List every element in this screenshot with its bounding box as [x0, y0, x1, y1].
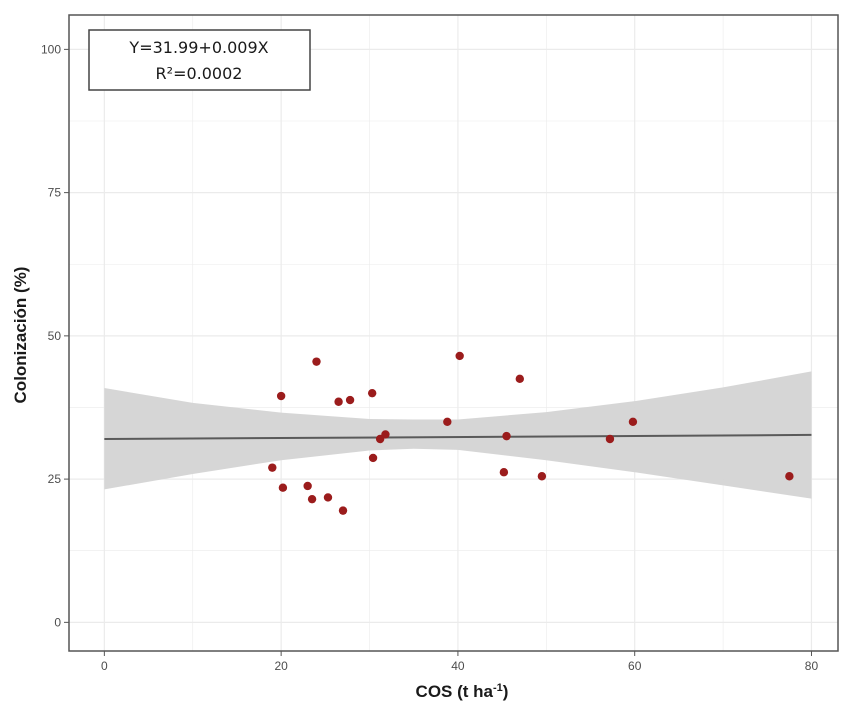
y-tick-label: 50: [48, 329, 62, 343]
data-point: [278, 483, 288, 492]
grid-lines: [69, 15, 838, 651]
data-point: [323, 493, 333, 502]
axis-ticks: 0 20 40 60 80 0 25 50 75 100: [41, 42, 819, 673]
plot-frame: [68, 14, 839, 652]
y-tick-label: 25: [48, 472, 62, 486]
data-point: [268, 463, 277, 472]
data-point: [303, 481, 312, 491]
data-point: [537, 472, 547, 481]
data-point: [605, 434, 615, 444]
x-axis-title-end: ): [503, 682, 509, 701]
confidence-band: [104, 371, 812, 499]
data-point: [499, 468, 509, 477]
data-point: [334, 397, 343, 406]
data-point: [381, 430, 390, 439]
y-axis-title: Colonización (%): [11, 267, 30, 404]
x-tick-label: 40: [451, 659, 465, 673]
data-point: [443, 417, 452, 427]
data-point: [307, 494, 317, 504]
equation-box-border: [88, 29, 311, 91]
regression-equation: Y=31.99+0.009X: [128, 38, 268, 57]
data-point: [785, 472, 794, 481]
x-axis-title: COS (t ha-1): [416, 682, 509, 701]
y-tick-label: 0: [54, 615, 61, 629]
data-point: [345, 395, 355, 405]
data-point: [628, 417, 638, 427]
x-tick-label: 60: [628, 659, 642, 673]
x-tick-label: 80: [805, 659, 819, 673]
data-point: [276, 391, 286, 401]
data-point: [455, 351, 464, 361]
y-tick-label: 100: [41, 42, 61, 56]
regression-line: [104, 433, 812, 441]
x-tick-label: 20: [274, 659, 288, 673]
x-axis-title-main: COS (t ha: [416, 682, 494, 701]
x-axis-title-sup: -1: [493, 682, 503, 694]
data-point: [515, 374, 524, 384]
x-tick-label: 0: [101, 659, 108, 673]
equation-box: Y=31.99+0.009X R²=0.0002: [88, 29, 311, 91]
data-point: [312, 357, 321, 366]
r-squared: R²=0.0002: [156, 64, 243, 83]
data-point: [502, 431, 511, 441]
data-point: [368, 453, 378, 463]
y-tick-label: 75: [48, 186, 62, 200]
data-point: [367, 388, 377, 398]
data-point: [338, 506, 348, 515]
data-points: [268, 351, 794, 515]
